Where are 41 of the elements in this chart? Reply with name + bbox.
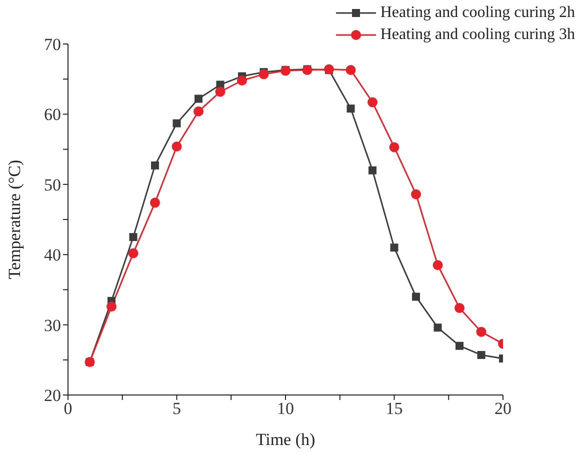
- point: [411, 189, 421, 200]
- x-tick-label: 10: [277, 399, 294, 418]
- point: [106, 302, 116, 312]
- point: [389, 142, 400, 152]
- point: [258, 69, 269, 80]
- point: [390, 244, 398, 252]
- y-axis-title: Temperature (°C): [5, 160, 24, 280]
- y-tick-label: 40: [44, 246, 61, 265]
- point: [215, 86, 226, 97]
- point: [454, 302, 464, 313]
- point: [346, 104, 355, 113]
- x-tick-label: 20: [494, 399, 512, 418]
- point: [368, 97, 378, 108]
- point: [412, 292, 420, 301]
- point: [150, 198, 160, 208]
- x-tick-label: 5: [172, 399, 181, 418]
- point: [368, 166, 376, 174]
- point: [456, 342, 464, 350]
- point: [477, 350, 486, 359]
- point: [151, 161, 159, 170]
- point: [476, 326, 486, 337]
- x-tick-label: 0: [64, 399, 72, 418]
- point: [346, 64, 356, 75]
- y-tick-label: 60: [44, 105, 61, 124]
- point: [128, 248, 138, 258]
- point: [194, 106, 204, 116]
- y-tick-label: 20: [44, 386, 61, 406]
- point: [194, 94, 202, 103]
- legend-label: Heating and cooling curing 3h: [380, 26, 575, 44]
- x-axis-title: Time (h): [256, 430, 316, 449]
- point: [172, 141, 182, 152]
- y-tick-label: 30: [44, 316, 61, 335]
- legend-label: Heating and cooling curing 2h: [380, 4, 575, 22]
- point: [172, 119, 181, 128]
- x-tick-label: 15: [386, 399, 403, 418]
- point: [129, 233, 138, 242]
- point: [432, 260, 443, 270]
- point: [237, 76, 247, 86]
- point: [434, 324, 442, 332]
- y-tick-label: 70: [44, 35, 61, 54]
- y-tick-label: 50: [44, 175, 61, 194]
